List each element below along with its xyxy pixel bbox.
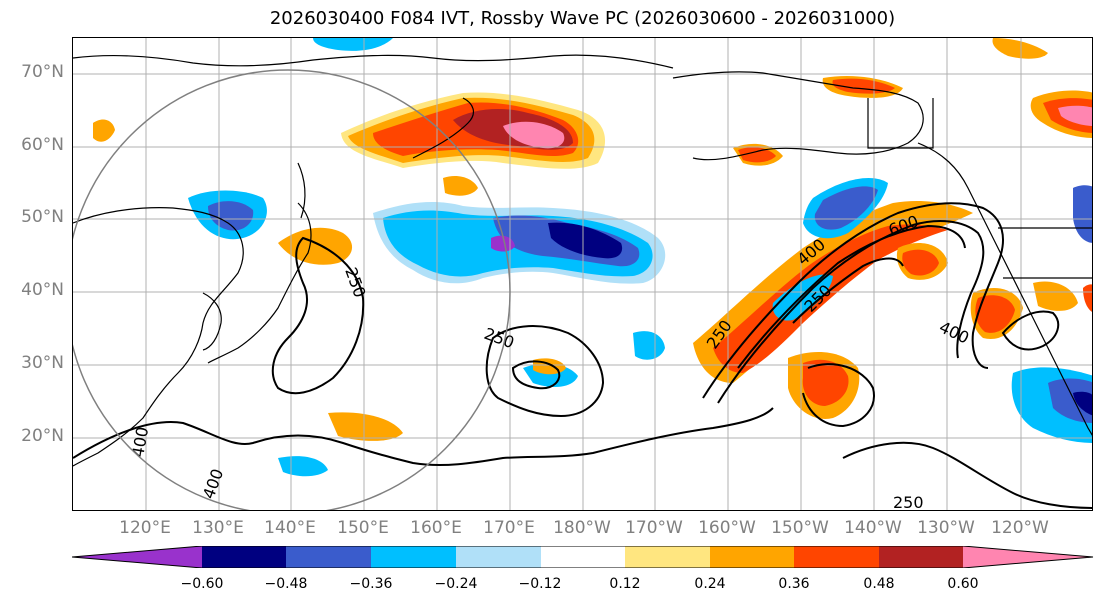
colorbar-segment — [202, 546, 287, 568]
anomaly-fill-arctic — [1083, 284, 1092, 312]
lon-label-140e: 140°E — [264, 518, 316, 538]
lon-label-130w: 130°W — [917, 518, 975, 538]
map-title: 2026030400 F084 IVT, Rossby Wave PC (202… — [269, 8, 896, 29]
anomaly-fill-okhotsk — [503, 121, 565, 149]
lon-label-150e: 150°E — [337, 518, 389, 538]
anomaly-fill-kuril — [443, 176, 478, 196]
colorbar-segment — [794, 546, 879, 568]
contour-label: 400 — [128, 425, 152, 458]
ivt-contour-250-ne-pacific-inner — [792, 257, 904, 324]
anomaly-fill-central — [328, 412, 403, 441]
contour-label: 250 — [341, 265, 369, 300]
coastline-japan — [207, 202, 312, 364]
anomaly-fill-ne-pacific — [713, 224, 948, 373]
ivt-contour-600-ne-pacific — [737, 224, 966, 369]
lon-label-180w: 180°W — [553, 518, 611, 538]
lat-label-40n: 40°N — [21, 280, 64, 300]
lon-label-170e: 170°E — [483, 518, 535, 538]
coastline-na-west — [917, 142, 1092, 436]
coastline-siberia — [73, 54, 674, 69]
contour-label: 250 — [893, 493, 924, 511]
colorbar-segment — [286, 546, 371, 568]
anomaly-fill-west-coast — [975, 295, 1015, 333]
colorbar — [71, 545, 1094, 572]
colorbar-segment — [710, 546, 795, 568]
anomaly-fill-west-coast — [1073, 391, 1092, 416]
anomaly-fill-negative-band — [491, 235, 515, 252]
ivt-contours — [73, 202, 1092, 509]
lat-label-50n: 50°N — [21, 207, 64, 227]
lon-label-120e: 120°E — [119, 518, 171, 538]
colorbar-tick-label: −0.60 — [180, 576, 224, 592]
ivt-contour-250-south-east — [842, 441, 1092, 509]
lat-label-60n: 60°N — [21, 135, 64, 155]
anomaly-fill-west-coast — [902, 249, 939, 276]
colorbar-tick-label: −0.48 — [264, 576, 308, 592]
coastline-kamchatka — [412, 97, 475, 159]
coastline-us — [998, 227, 1092, 279]
lon-label-170w: 170°W — [625, 518, 683, 538]
colorbar-segment — [456, 546, 541, 568]
colorbar-tick-label: 0.12 — [609, 576, 641, 592]
anomaly-fill-arctic — [738, 147, 776, 163]
colorbar-tick-label: −0.12 — [518, 576, 562, 592]
contour-label: 400 — [936, 317, 972, 347]
anomaly-fill-central — [278, 456, 328, 477]
lon-label-160e: 160°E — [410, 518, 462, 538]
anomaly-fills — [93, 38, 1092, 477]
colorbar-tick-label: 0.24 — [694, 576, 726, 592]
colorbar-svg — [71, 545, 1094, 569]
ivt-contour-250-west — [271, 236, 365, 395]
lon-label-130e: 130°E — [192, 518, 244, 538]
lat-label-30n: 30°N — [21, 353, 64, 373]
map-canvas: 250 400 600 400 250 250 250 400 400 250 — [73, 38, 1092, 511]
ivt-contour-250-sw — [802, 363, 875, 428]
ivt-contour-400-west-coast — [1001, 310, 1060, 351]
anomaly-fill-arctic — [1058, 105, 1092, 126]
lon-label-140w: 140°W — [844, 518, 902, 538]
colorbar-segment — [879, 546, 964, 568]
anomaly-fill-west-coast — [1048, 378, 1092, 423]
lat-label-20n: 20°N — [21, 426, 64, 446]
anomaly-fill-negative-band — [548, 222, 623, 259]
colorbar-segment — [72, 546, 202, 568]
anomaly-fill-arctic — [992, 38, 1048, 59]
anomaly-fill-ne-pacific — [633, 331, 665, 360]
coastline-korea — [202, 292, 222, 351]
lon-label-120w: 120°W — [991, 518, 1049, 538]
coastline-asia — [73, 207, 244, 467]
analysis-circle — [73, 69, 511, 510]
lat-label-70n: 70°N — [21, 62, 64, 82]
coastline-alaska — [672, 71, 924, 161]
ivt-contour-250-south — [73, 407, 774, 467]
colorbar-segment — [963, 546, 1093, 568]
lon-label-160w: 160°W — [698, 518, 756, 538]
colorbar-tick-label: 0.60 — [947, 576, 979, 592]
colorbar-tick-label: 0.36 — [778, 576, 810, 592]
contour-label: 400 — [199, 466, 227, 501]
colorbar-tick-label: −0.36 — [349, 576, 393, 592]
colorbar-segment — [541, 546, 626, 568]
coastline-sakhalin — [297, 162, 306, 219]
anomaly-fill-arctic — [1073, 185, 1092, 243]
anomaly-fill-west-coast — [1033, 281, 1078, 311]
colorbar-tick-label: −0.24 — [434, 576, 478, 592]
graticule — [73, 38, 1092, 510]
map-panel: 250 400 600 400 250 250 250 400 400 250 — [72, 37, 1093, 511]
coastlines — [73, 54, 1092, 467]
lon-label-150w: 150°W — [771, 518, 829, 538]
anomaly-fill-arctic — [313, 38, 393, 51]
colorbar-tick-label: 0.48 — [863, 576, 895, 592]
colorbar-segment — [625, 546, 710, 568]
colorbar-segment — [371, 546, 456, 568]
anomaly-fill-arctic — [93, 119, 115, 142]
ivt-contour-250-ne-pacific — [702, 202, 1004, 399]
coastline-canada — [867, 98, 934, 149]
anomaly-fill-arctic — [832, 78, 895, 94]
ivt-contour-400-ne-pacific — [717, 220, 985, 404]
ivt-contour-250-central — [511, 360, 561, 390]
ivt-contour-250-central — [485, 325, 605, 418]
anomaly-fill-ne-pacific — [802, 359, 849, 406]
